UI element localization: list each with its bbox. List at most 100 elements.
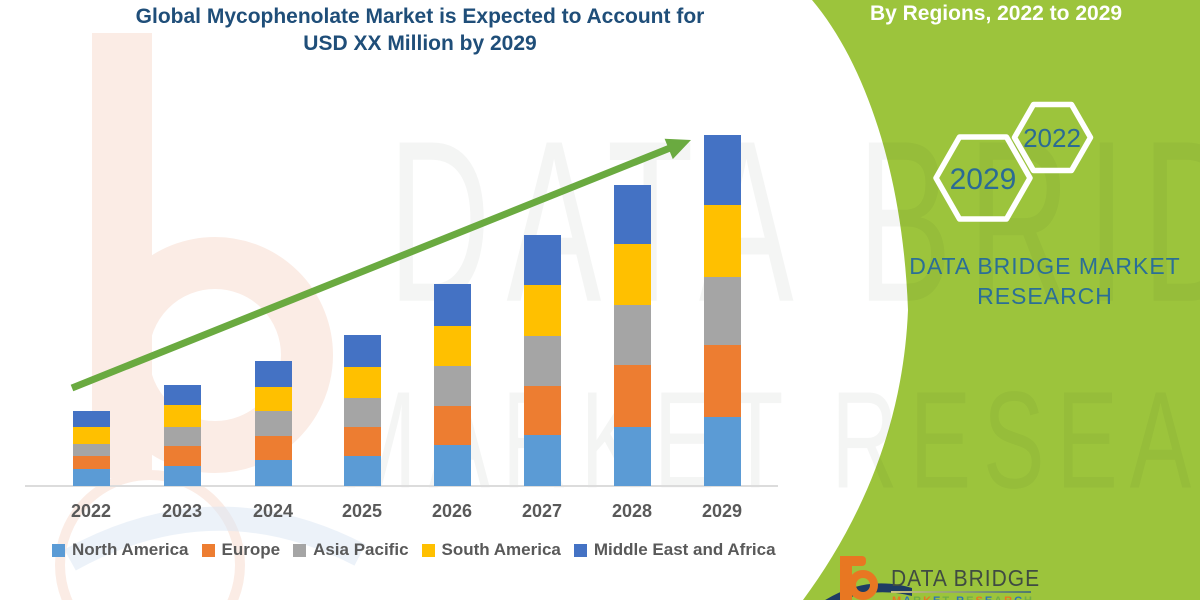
- x-axis-label-2026: 2026: [431, 501, 473, 521]
- x-axis-label-2025: 2025: [341, 501, 383, 521]
- side-panel-brand: DATA BRIDGE MARKET RESEARCH: [880, 251, 1200, 311]
- legend-swatch: [573, 543, 587, 557]
- hexagon-2029-label: 2029: [950, 163, 1017, 196]
- trend-arrow-shaft: [70, 144, 672, 392]
- bar-segment-middle-east-and-africa-2028: [613, 185, 651, 244]
- footer-logo-sub-letter: H: [1024, 595, 1034, 600]
- bar-segment-north-america-2022: [72, 469, 110, 486]
- bar-segment-asia-pacific-2025: [343, 398, 381, 427]
- legend-label: Middle East and Africa: [593, 540, 776, 559]
- bar-segment-south-america-2029: [703, 205, 741, 277]
- footer-logo-sub-letter: T: [942, 595, 951, 600]
- footer-logo-sub: MARKET RESEARCH: [892, 595, 1034, 600]
- x-axis-label-2029: 2029: [701, 501, 743, 521]
- footer-logo-sub-letter: R: [956, 595, 966, 600]
- bar-segment-europe-2025: [343, 427, 381, 456]
- watermark-ring: [55, 470, 245, 600]
- x-axis-label-2023: 2023: [161, 501, 203, 521]
- page-title-line1: Global Mycophenolate Market is Expected …: [135, 5, 705, 28]
- bar-segment-middle-east-and-africa-2022: [72, 411, 110, 427]
- bar-segment-south-america-2027: [523, 285, 561, 336]
- watermark-swoosh: [64, 506, 366, 571]
- legend-label: Asia Pacific: [313, 540, 409, 559]
- footer-logo-sub-letter: A: [903, 595, 913, 600]
- footer-logo-sub-letter: A: [994, 595, 1004, 600]
- bar-segment-middle-east-and-africa-2024: [254, 361, 292, 387]
- footer-logo-underline: [891, 591, 1031, 593]
- hexagon-2029: [933, 134, 1033, 222]
- legend-label: South America: [441, 540, 561, 559]
- bar-segment-north-america-2023: [163, 466, 201, 486]
- bar-segment-north-america-2029: [703, 417, 741, 486]
- legend-item-asia-pacific: Asia Pacific: [293, 540, 409, 560]
- legend-swatch: [421, 543, 435, 557]
- legend-label: Europe: [221, 540, 281, 559]
- hexagon-2022-label: 2022: [1023, 123, 1081, 153]
- hexagon-2022: [1011, 101, 1094, 174]
- x-axis-label-2024: 2024: [252, 501, 294, 521]
- footer-logo-sub-letter: C: [1014, 595, 1024, 600]
- bar-segment-north-america-2027: [523, 435, 561, 486]
- bar-segment-middle-east-and-africa-2025: [343, 335, 381, 367]
- bar-segment-europe-2023: [163, 446, 201, 466]
- x-axis-label-2028: 2028: [611, 501, 653, 521]
- footer-logo-sub-letter: R: [1004, 595, 1014, 600]
- footer-logo-b-bowl: [848, 570, 878, 600]
- legend-swatch: [201, 543, 215, 557]
- x-axis-label-2027: 2027: [521, 501, 563, 521]
- bar-segment-north-america-2026: [433, 445, 471, 486]
- legend-swatch: [293, 543, 307, 557]
- chart-legend: North America Europe Asia Pacific South Ame…: [52, 540, 776, 560]
- bar-segment-north-america-2024: [254, 460, 292, 486]
- footer-logo-sub-letter: K: [923, 595, 933, 600]
- footer-logo-sub-letter: S: [975, 595, 984, 600]
- page-title-line2: USD XX Million by 2029: [303, 32, 537, 55]
- bar-segment-europe-2027: [523, 386, 561, 435]
- footer-logo-brand: DATA BRIDGE: [891, 566, 1041, 592]
- bar-segment-south-america-2024: [254, 387, 292, 411]
- bar-segment-south-america-2022: [72, 427, 110, 444]
- bar-segment-asia-pacific-2028: [613, 305, 651, 365]
- bar-segment-europe-2029: [703, 345, 741, 417]
- bar-segment-asia-pacific-2023: [163, 427, 201, 446]
- page-title: Global Mycophenolate Market is Expected …: [0, 3, 840, 57]
- watermark-text-line1: DATA BRIDGE: [388, 93, 1200, 352]
- trend-arrow-head: [664, 138, 691, 160]
- bar-segment-europe-2024: [254, 436, 292, 460]
- bar-segment-north-america-2028: [613, 427, 651, 486]
- footer-logo-sub-letter: M: [892, 595, 903, 600]
- legend-item-middle-east-and-africa: Middle East and Africa: [573, 540, 776, 560]
- footer-logo-sub-letter: E: [985, 595, 994, 600]
- legend-label: North America: [72, 540, 189, 559]
- legend-item-south-america: South America: [421, 540, 561, 560]
- bar-segment-south-america-2028: [613, 244, 651, 305]
- bar-segment-asia-pacific-2029: [703, 277, 741, 345]
- side-panel-shape: [803, 0, 1200, 600]
- bar-segment-middle-east-and-africa-2029: [703, 135, 741, 205]
- bar-segment-south-america-2026: [433, 326, 471, 366]
- footer-logo-b-hook: [840, 556, 866, 566]
- side-panel-brand-line2: RESEARCH: [977, 283, 1113, 309]
- bar-segment-middle-east-and-africa-2023: [163, 385, 201, 405]
- bar-segment-europe-2026: [433, 406, 471, 445]
- x-axis-line: [25, 485, 778, 487]
- footer-logo-sub-letter: R: [913, 595, 923, 600]
- watermark-text-line2: MARKET RESEARCH: [340, 364, 1200, 518]
- bar-segment-europe-2022: [72, 456, 110, 469]
- side-panel-heading: By Regions, 2022 to 2029: [869, 2, 1123, 25]
- bar-segment-asia-pacific-2024: [254, 411, 292, 436]
- x-axis-label-2022: 2022: [70, 501, 112, 521]
- footer-logo-sub-letter: E: [966, 595, 975, 600]
- footer-logo-sub-letter: E: [933, 595, 942, 600]
- bar-segment-asia-pacific-2027: [523, 336, 561, 386]
- bar-segment-south-america-2023: [163, 405, 201, 427]
- legend-item-europe: Europe: [201, 540, 281, 560]
